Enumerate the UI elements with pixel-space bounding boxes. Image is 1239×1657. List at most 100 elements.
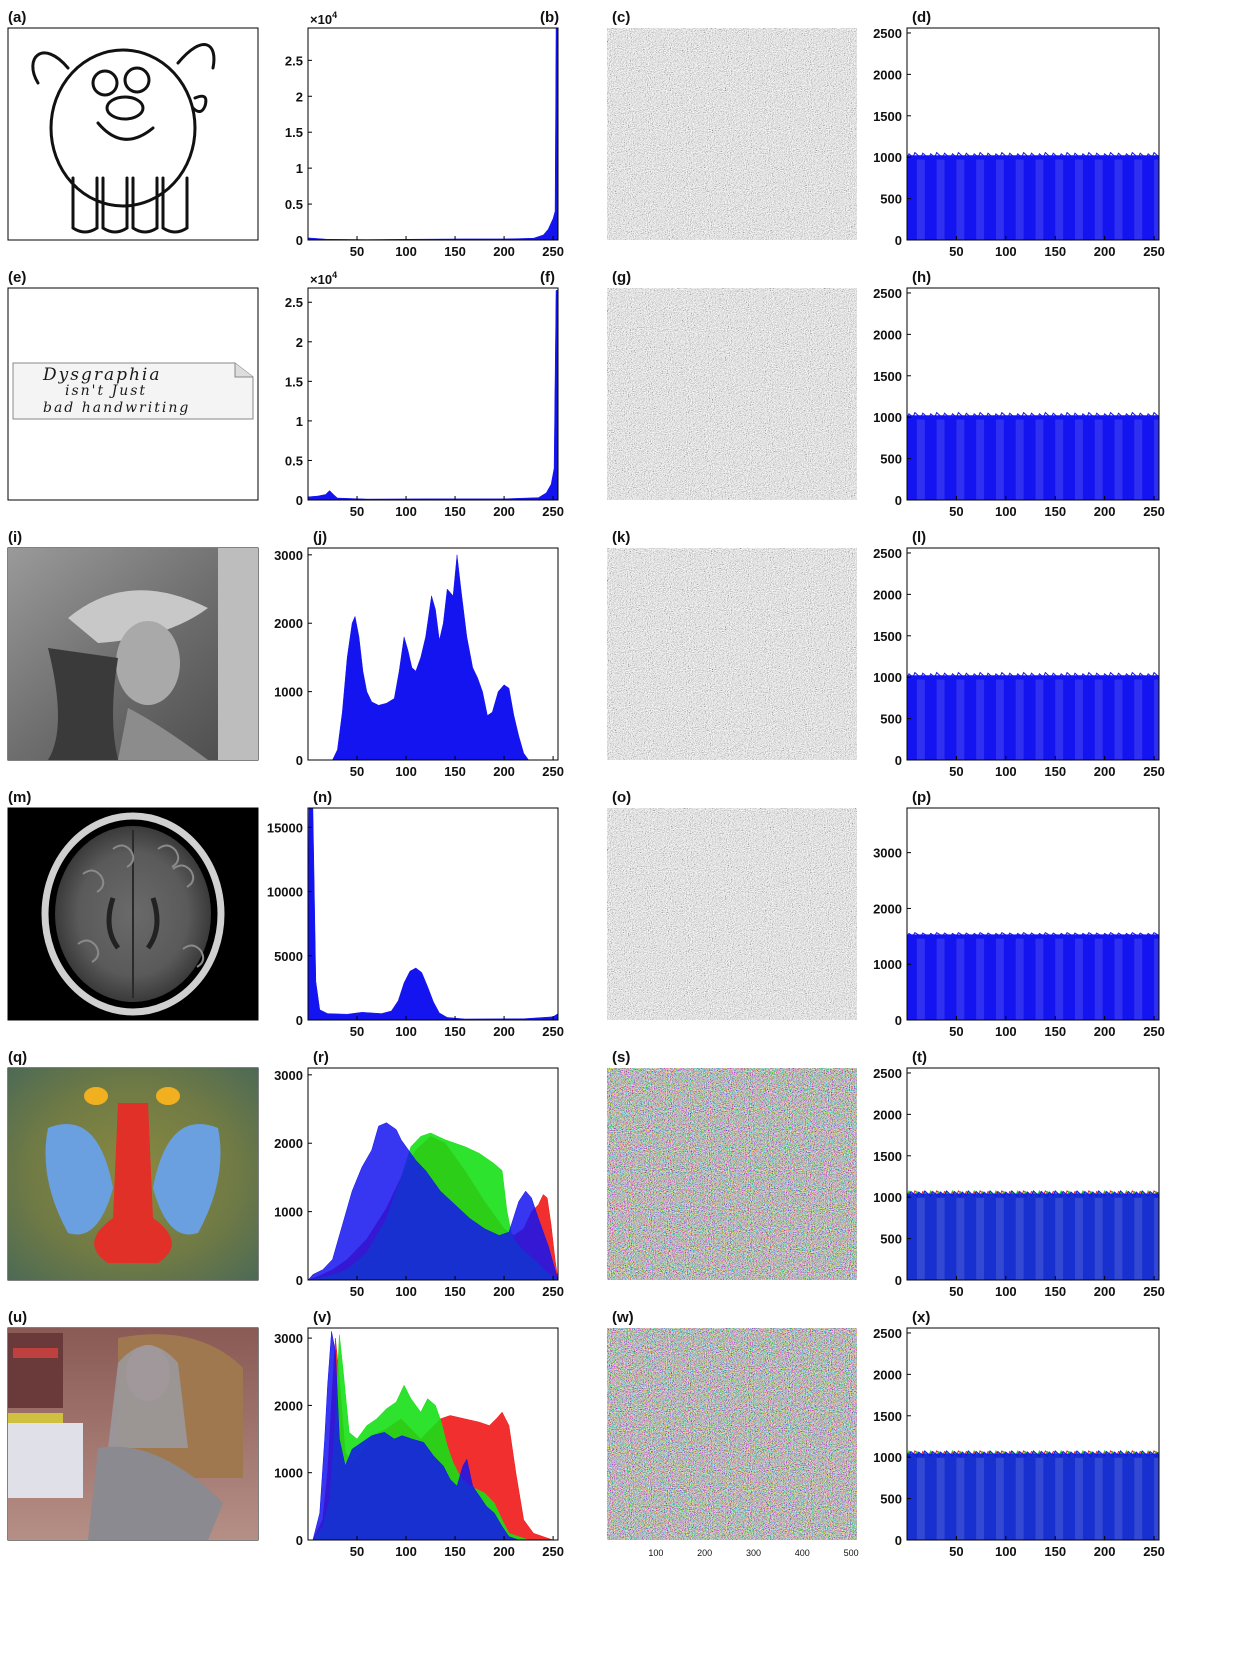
panel-label: (a)	[8, 9, 26, 26]
y-tick-label: 1000	[274, 685, 303, 700]
mri-gyrus	[82, 869, 105, 893]
x-tick-label: 150	[444, 244, 466, 259]
original-image-panel: (q)	[7, 1049, 259, 1281]
x-tick-label: 150	[1044, 764, 1066, 779]
y-tick-label: 2000	[873, 1367, 902, 1382]
bar-stripe	[995, 1457, 1004, 1540]
histogram-panel: 50 100 150 200 250 0 0.5 1 1.5 2 2.5 ×104 (f)	[285, 269, 564, 519]
x-tick-label: 50	[949, 504, 963, 519]
x-tick-label: 250	[542, 764, 564, 779]
portrait-shoulder	[118, 708, 208, 760]
y-tick-label: 2.5	[285, 53, 303, 68]
panel-label: (r)	[313, 1049, 329, 1066]
pig-snout	[105, 95, 145, 121]
y-tick-label: 1500	[873, 369, 902, 384]
portrait-hat	[68, 590, 208, 643]
bar-stripe	[1134, 419, 1143, 500]
x-tick-label: 200	[697, 1548, 712, 1558]
y-tick-label: 1000	[873, 670, 902, 685]
x-tick-label: 200	[493, 1544, 515, 1559]
bar-stripe	[1114, 1197, 1123, 1280]
x-tick-label: 150	[444, 1544, 466, 1559]
x-tick-label: 100	[995, 504, 1017, 519]
x-tick-label: 200	[493, 504, 515, 519]
bar-stripe	[936, 1457, 945, 1540]
bar-stripe	[936, 419, 945, 500]
y-tick-label: 500	[880, 452, 902, 467]
bar-stripe	[1055, 159, 1064, 240]
axes-box	[307, 807, 559, 1021]
x-tick-label: 200	[1094, 764, 1116, 779]
y-tick-label: 3000	[274, 1331, 303, 1346]
bar-stripe	[1134, 679, 1143, 760]
bar-stripe	[1114, 938, 1123, 1020]
encrypted-histogram-panel: (p) 50 100 150 200 250 0 1000 2000 3000	[873, 789, 1165, 1039]
x-tick-label: 100	[648, 1548, 663, 1558]
pig-smile	[96, 121, 155, 141]
y-tick-label: 5000	[274, 949, 303, 964]
bar-stripe	[976, 419, 985, 500]
y-tick-label: 0	[895, 1533, 902, 1548]
pig-right-eye	[123, 66, 151, 94]
x-tick-label: 200	[1094, 504, 1116, 519]
x-tick-label: 250	[542, 244, 564, 259]
bar-stripe	[976, 159, 985, 240]
bar-stripe	[1154, 679, 1162, 760]
x-tick-label: 50	[350, 764, 364, 779]
panel-label: (k)	[612, 529, 630, 546]
series-top-edge	[906, 1450, 1159, 1458]
x-tick-label: 50	[949, 1284, 963, 1299]
bar-stripe	[1094, 159, 1103, 240]
y-multiplier-label: ×104	[310, 270, 337, 287]
axes-box	[307, 27, 559, 241]
mri-gyrus	[182, 944, 205, 968]
x-tick-label: 50	[949, 1544, 963, 1559]
bar-stripe	[916, 938, 925, 1020]
series-area	[307, 1122, 559, 1281]
x-tick-label: 100	[995, 1284, 1017, 1299]
axes-box	[906, 27, 1160, 241]
mri-skull	[41, 812, 225, 1016]
y-tick-label: 2500	[873, 1326, 902, 1341]
y-tick-label: 0	[895, 1013, 902, 1028]
plot-area	[308, 808, 558, 1020]
x-tick-label: 200	[493, 244, 515, 259]
y-tick-label: 0	[296, 753, 303, 768]
bar-stripe	[956, 159, 965, 240]
bar-stripe	[936, 159, 945, 240]
y-tick-label: 2000	[873, 1107, 902, 1122]
y-tick-label: 2500	[873, 1066, 902, 1081]
mri-gyrus	[172, 864, 195, 888]
bar-stripe	[1035, 679, 1044, 760]
x-tick-label: 250	[1143, 504, 1165, 519]
plot-area	[308, 28, 558, 240]
bar-stripe	[1094, 419, 1103, 500]
y-tick-label: 500	[880, 1492, 902, 1507]
encrypted-noise	[607, 288, 857, 500]
bar-stripe	[1075, 938, 1083, 1020]
bar-stripe	[1094, 938, 1103, 1020]
baboon-right-cheek	[153, 1124, 221, 1235]
series-top-edge	[906, 932, 1159, 939]
mri-ventricles	[106, 897, 160, 950]
portrait-face	[116, 621, 180, 705]
y-tick-label: 1000	[274, 1205, 303, 1220]
original-image-panel: (m)	[7, 789, 259, 1021]
bar-stripe	[1055, 938, 1064, 1020]
bar-stripe	[1035, 159, 1044, 240]
encrypted-image-panel: (c)	[607, 9, 857, 240]
x-tick-label: 50	[350, 1284, 364, 1299]
x-tick-label: 150	[1044, 1544, 1066, 1559]
series-area	[332, 554, 530, 761]
note-curl	[234, 363, 253, 378]
axes-box	[307, 1327, 559, 1541]
x-tick-label: 250	[1143, 1284, 1165, 1299]
bar-stripe	[1015, 938, 1024, 1020]
y-tick-label: 2.5	[285, 295, 303, 310]
x-tick-label: 400	[795, 1548, 810, 1558]
y-tick-label: 2	[296, 89, 303, 104]
mri-gyrus	[77, 939, 100, 963]
pig-leg	[71, 176, 99, 234]
